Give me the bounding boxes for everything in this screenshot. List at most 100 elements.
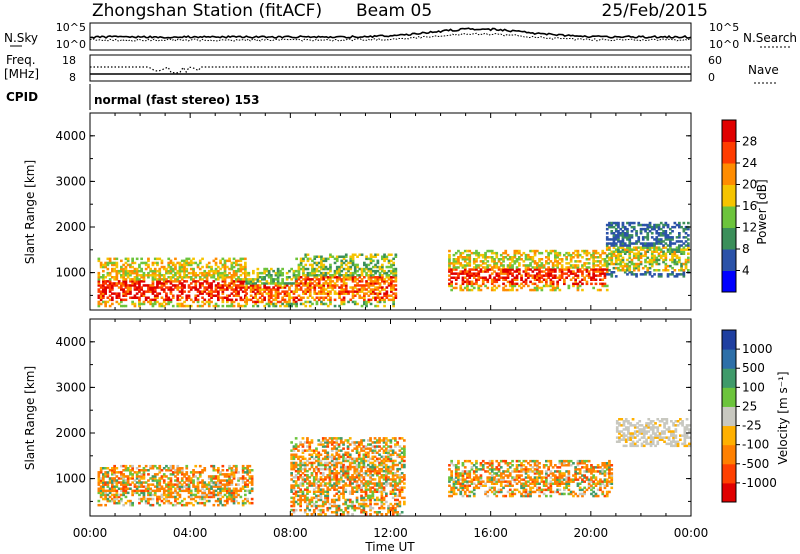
echo-cell	[610, 250, 614, 253]
echo-cell	[221, 278, 225, 281]
echo-cell	[189, 481, 193, 484]
echo-cell	[223, 261, 227, 265]
echo-cell	[178, 489, 182, 493]
echo-cell	[383, 253, 386, 256]
echo-cell	[180, 489, 184, 493]
echo-cell	[576, 249, 580, 253]
echo-cell	[104, 261, 107, 265]
echo-cell	[321, 439, 325, 442]
echo-cell	[362, 476, 366, 479]
echo-cell	[387, 482, 390, 485]
echo-cell	[596, 260, 600, 263]
echo-cell	[292, 302, 296, 306]
echo-cell	[382, 439, 386, 442]
echo-cell	[590, 282, 593, 286]
echo-cell	[302, 292, 305, 295]
echo-cell	[258, 271, 262, 275]
echo-cell	[171, 495, 175, 499]
echo-cell	[140, 267, 143, 271]
echo-cell	[106, 274, 110, 277]
echo-cell	[367, 482, 370, 485]
echo-cell	[290, 465, 293, 469]
echo-cell	[135, 274, 139, 277]
echo-cell	[328, 461, 332, 465]
echo-cell	[650, 242, 654, 245]
echo-cell	[297, 457, 300, 461]
echo-cell	[599, 262, 602, 265]
echo-cell	[632, 227, 636, 231]
echo-cell	[210, 491, 213, 495]
echo-cell	[619, 234, 623, 237]
echo-cell	[124, 298, 128, 302]
echo-cell	[475, 274, 478, 277]
echo-cell	[232, 499, 236, 503]
echo-cell	[122, 267, 125, 271]
echo-cell	[185, 259, 189, 263]
echo-cell	[120, 265, 123, 269]
echo-cell	[518, 268, 521, 271]
echo-cell	[299, 494, 302, 498]
echo-cell	[142, 278, 146, 281]
echo-cell	[140, 288, 143, 291]
echo-cell	[237, 276, 240, 279]
echo-cell	[461, 276, 465, 279]
echo-cell	[102, 269, 105, 273]
echo-cell	[167, 491, 171, 495]
echo-cell	[367, 451, 370, 454]
echo-cell	[340, 265, 344, 269]
echo-cell	[324, 441, 327, 444]
echo-cell	[524, 280, 528, 284]
echo-cell	[452, 272, 456, 275]
echo-cell	[357, 463, 361, 467]
echo-cell	[490, 260, 494, 263]
echo-cell	[626, 236, 629, 239]
echo-cell	[538, 278, 541, 281]
echo-cell	[659, 232, 663, 235]
echo-cell	[581, 274, 584, 277]
echo-cell	[205, 495, 209, 499]
echo-cell	[313, 276, 317, 279]
echo-cell	[621, 242, 625, 245]
echo-cell	[189, 288, 193, 291]
echo-cell	[335, 482, 339, 485]
echo-cell	[333, 298, 337, 302]
echo-cell	[603, 268, 607, 271]
echo-cell	[247, 278, 251, 281]
echo-cell	[513, 260, 517, 263]
echo-cell	[518, 264, 521, 267]
echo-cell	[374, 253, 377, 256]
echo-cell	[258, 288, 262, 291]
cpid-row: CPID normal (fast stereo) 153	[6, 84, 260, 110]
echo-cell	[221, 271, 225, 275]
echo-cell	[347, 278, 350, 281]
echo-cell	[301, 461, 305, 465]
echo-cell	[226, 296, 229, 299]
echo-cell	[315, 274, 319, 277]
echo-cell	[192, 485, 195, 488]
echo-cell	[369, 267, 373, 271]
echo-cell	[357, 441, 361, 444]
echo-cell	[308, 490, 312, 493]
echo-cell	[299, 500, 302, 504]
echo-cell	[162, 491, 166, 495]
echo-cell	[684, 227, 688, 231]
echo-cell	[174, 497, 177, 501]
echo-cell	[391, 490, 395, 493]
echo-cell	[493, 260, 496, 263]
echo-cell	[113, 489, 116, 493]
echo-cell	[524, 258, 528, 261]
echo-cell	[180, 503, 184, 507]
echo-cell	[250, 501, 254, 505]
echo-cell	[563, 278, 566, 281]
echo-cell	[605, 242, 609, 245]
echo-cell	[671, 273, 674, 276]
echo-cell	[270, 290, 273, 293]
echo-cell	[302, 267, 305, 271]
echo-cell	[165, 475, 168, 478]
echo-cell	[511, 280, 514, 284]
echo-cell	[174, 280, 177, 283]
echo-cell	[459, 272, 463, 275]
echo-cell	[126, 259, 130, 263]
echo-cell	[378, 445, 381, 448]
echo-cell	[357, 506, 361, 510]
